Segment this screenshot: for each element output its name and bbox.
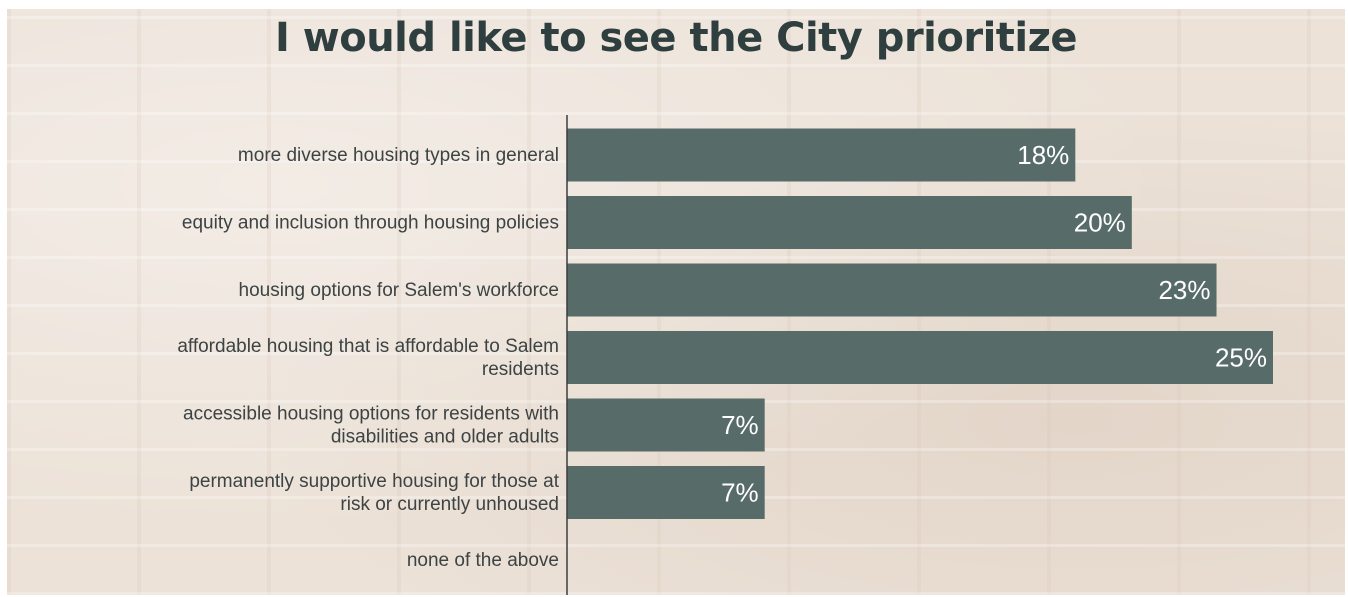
category-label: equity and inclusion through housing pol… (182, 213, 559, 234)
bar (567, 331, 1273, 384)
category-label: residents (482, 359, 559, 380)
category-label: risk or currently unhoused (340, 494, 559, 515)
category-label: none of the above (407, 550, 559, 571)
bar (567, 263, 1217, 317)
data-label: 25% (1215, 343, 1267, 373)
category-label: more diverse housing types in general (238, 145, 559, 166)
data-label: 20% (1074, 208, 1126, 238)
category-label: affordable housing that is affordable to… (177, 336, 559, 357)
data-label: 18% (1017, 140, 1069, 170)
data-label: 7% (721, 410, 759, 440)
data-label: 7% (721, 478, 759, 508)
category-label: accessible housing options for residents… (183, 404, 559, 425)
bar (567, 398, 765, 452)
data-label: 23% (1158, 275, 1210, 305)
category-label: permanently supportive housing for those… (189, 471, 559, 492)
bar-chart: 18% more diverse housing types in general… (177, 115, 1273, 595)
bar (567, 128, 1076, 182)
chart-title: I would like to see the City prioritize (274, 15, 1078, 61)
category-label: disabilities and older adults (331, 427, 559, 448)
bar (567, 196, 1132, 249)
category-label: housing options for Salem's workforce (239, 280, 559, 301)
bar (567, 466, 765, 519)
chart-frame: I would like to see the City prioritize … (7, 9, 1345, 595)
